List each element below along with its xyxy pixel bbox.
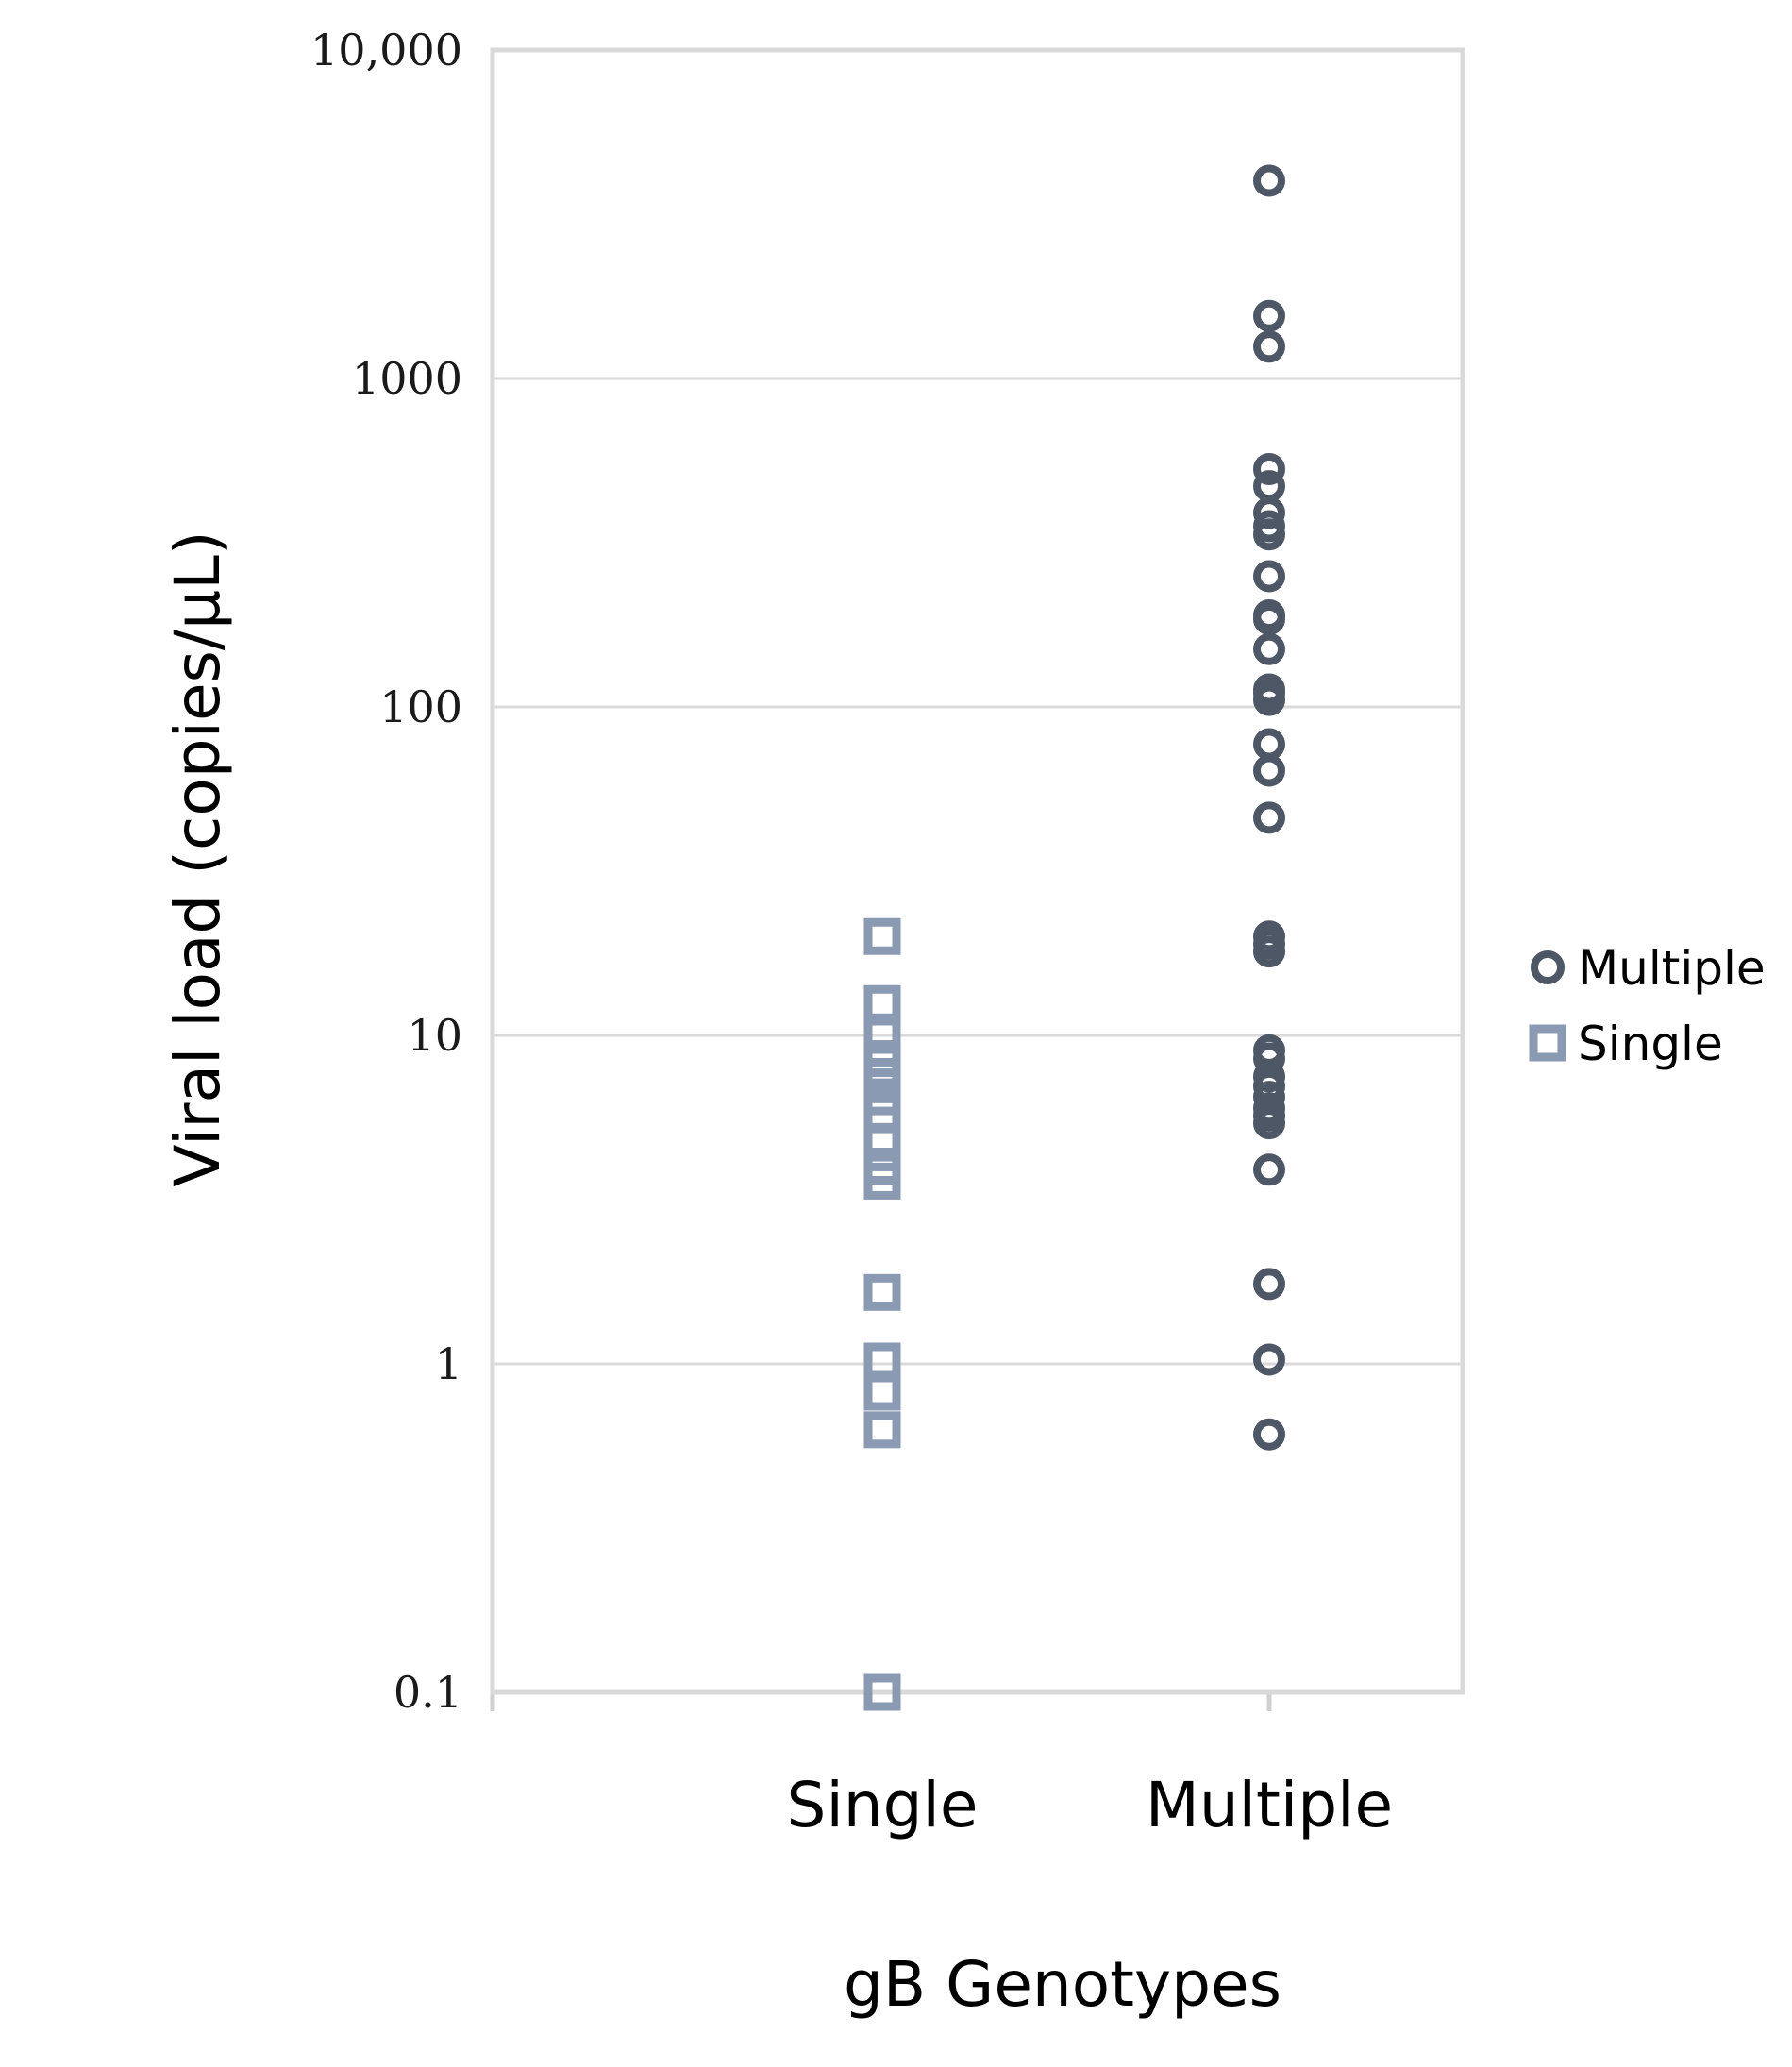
legend-label: Single bbox=[1578, 1017, 1723, 1071]
point-single bbox=[863, 984, 901, 1022]
y-tick-label: 10,000 bbox=[310, 25, 462, 76]
point-multiple bbox=[1253, 1418, 1285, 1451]
point-multiple bbox=[1253, 935, 1285, 968]
point-single bbox=[863, 917, 901, 955]
point-multiple bbox=[1253, 801, 1285, 834]
point-multiple bbox=[1253, 452, 1285, 485]
data-points bbox=[863, 164, 1285, 1711]
x-category-label: Single bbox=[787, 1769, 979, 1841]
legend-marker-multiple bbox=[1531, 950, 1565, 984]
point-single bbox=[863, 1342, 901, 1380]
point-multiple bbox=[1253, 1153, 1285, 1186]
x-category-label: Multiple bbox=[1146, 1769, 1393, 1841]
y-axis-title: Viral load (copies/μL) bbox=[161, 530, 234, 1186]
point-single bbox=[863, 1273, 901, 1311]
x-axis-title: gB Genotypes bbox=[844, 1948, 1281, 2021]
point-multiple bbox=[1253, 683, 1285, 716]
legend-marker-single bbox=[1529, 1024, 1566, 1062]
point-single bbox=[863, 1673, 901, 1711]
x-axis-categories: Single Multiple bbox=[787, 1769, 1394, 1841]
y-tick-label: 1000 bbox=[352, 353, 462, 404]
point-multiple bbox=[1253, 754, 1285, 787]
legend: Multiple Single bbox=[1529, 941, 1766, 1071]
point-multiple bbox=[1253, 330, 1285, 363]
point-multiple bbox=[1253, 299, 1285, 332]
point-single bbox=[863, 1124, 901, 1162]
point-multiple bbox=[1253, 470, 1285, 503]
y-tick-label: 10 bbox=[407, 1010, 462, 1061]
y-tick-label: 0.1 bbox=[394, 1667, 462, 1718]
point-multiple bbox=[1253, 164, 1285, 197]
point-single bbox=[863, 1162, 901, 1200]
y-tick-label: 1 bbox=[435, 1338, 462, 1389]
point-multiple bbox=[1253, 728, 1285, 761]
point-multiple bbox=[1253, 1268, 1285, 1301]
point-multiple bbox=[1253, 632, 1285, 665]
point-single bbox=[863, 1057, 901, 1095]
point-multiple bbox=[1253, 518, 1285, 551]
point-single bbox=[863, 1373, 901, 1411]
y-axis-ticks: 10,000 1000 100 10 1 0.1 bbox=[310, 25, 462, 1718]
point-multiple bbox=[1253, 603, 1285, 636]
point-multiple bbox=[1253, 560, 1285, 593]
y-tick-label: 100 bbox=[379, 681, 462, 732]
point-multiple bbox=[1253, 1343, 1285, 1376]
point-single bbox=[863, 1017, 901, 1054]
point-single bbox=[863, 1411, 901, 1449]
plot-area-frame bbox=[490, 47, 1465, 1695]
gridlines bbox=[490, 377, 1463, 1711]
point-multiple bbox=[1253, 1107, 1285, 1140]
legend-label: Multiple bbox=[1578, 941, 1766, 996]
